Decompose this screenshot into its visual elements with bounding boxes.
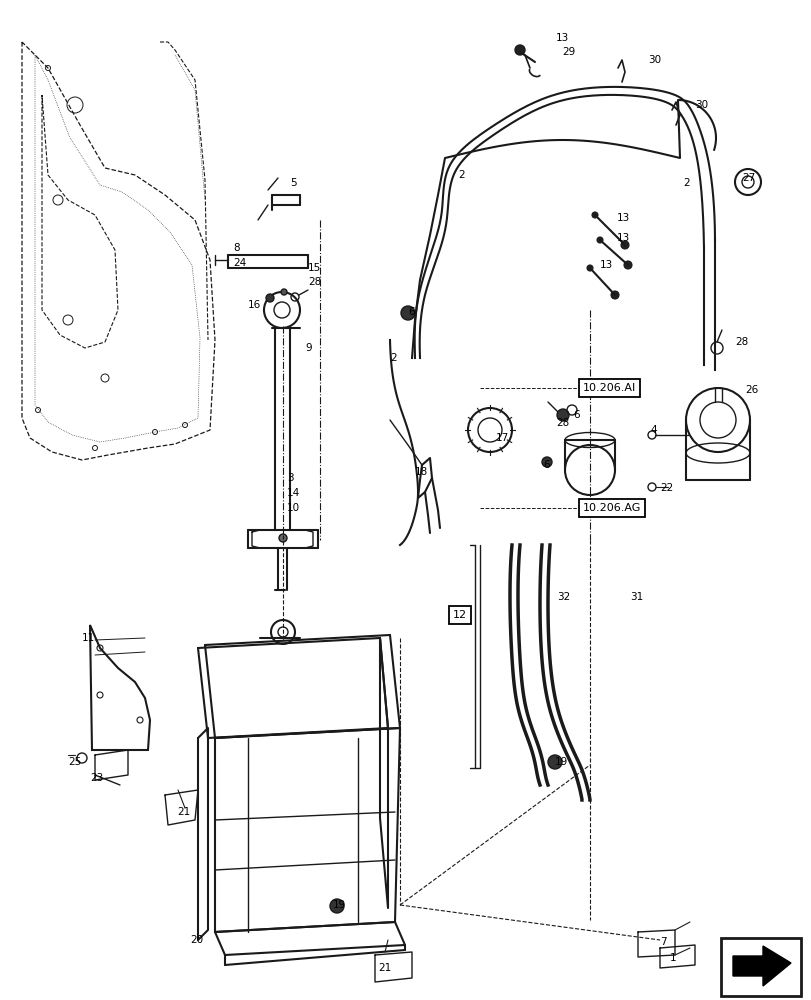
Text: 3: 3 <box>286 473 294 483</box>
Text: 9: 9 <box>305 343 311 353</box>
Circle shape <box>586 265 592 271</box>
Circle shape <box>36 408 41 412</box>
Circle shape <box>541 457 551 467</box>
Text: 2: 2 <box>389 353 396 363</box>
Circle shape <box>596 237 603 243</box>
Text: 18: 18 <box>414 467 427 477</box>
Text: 12: 12 <box>453 610 466 620</box>
Text: 31: 31 <box>629 592 642 602</box>
Text: 11: 11 <box>82 633 95 643</box>
Text: 27: 27 <box>741 173 754 183</box>
Text: 4: 4 <box>649 425 656 435</box>
Text: 24: 24 <box>233 258 246 268</box>
Text: 7: 7 <box>659 937 666 947</box>
Text: 13: 13 <box>556 33 569 43</box>
Circle shape <box>547 755 561 769</box>
Text: 5: 5 <box>290 178 296 188</box>
Text: 6: 6 <box>543 460 549 470</box>
Text: 17: 17 <box>496 433 508 443</box>
Text: 8: 8 <box>233 243 239 253</box>
Text: 20: 20 <box>190 935 203 945</box>
Circle shape <box>514 45 525 55</box>
Text: 16: 16 <box>247 300 261 310</box>
Text: 28: 28 <box>734 337 747 347</box>
Circle shape <box>591 212 597 218</box>
Text: 30: 30 <box>647 55 660 65</box>
Text: 2: 2 <box>682 178 689 188</box>
Circle shape <box>329 899 344 913</box>
Circle shape <box>623 261 631 269</box>
Text: 2: 2 <box>457 170 464 180</box>
Text: 10: 10 <box>286 503 300 513</box>
Text: 6: 6 <box>573 410 579 420</box>
Circle shape <box>279 534 286 542</box>
Text: 19: 19 <box>554 757 568 767</box>
Text: 21: 21 <box>177 807 190 817</box>
Text: 22: 22 <box>659 483 672 493</box>
Text: 19: 19 <box>333 900 345 910</box>
Text: 13: 13 <box>616 233 629 243</box>
Circle shape <box>45 66 50 71</box>
Circle shape <box>556 409 569 421</box>
Text: 26: 26 <box>744 385 757 395</box>
Text: 13: 13 <box>599 260 612 270</box>
Text: 13: 13 <box>616 213 629 223</box>
Text: 14: 14 <box>286 488 300 498</box>
Circle shape <box>92 446 97 450</box>
Text: 6: 6 <box>407 307 414 317</box>
Text: 32: 32 <box>556 592 569 602</box>
Text: 28: 28 <box>307 277 321 287</box>
Circle shape <box>401 306 414 320</box>
Text: 21: 21 <box>378 963 391 973</box>
Circle shape <box>610 291 618 299</box>
Text: 10.206.AG: 10.206.AG <box>582 503 641 513</box>
Text: 30: 30 <box>694 100 707 110</box>
Text: 25: 25 <box>68 757 81 767</box>
Circle shape <box>182 422 187 428</box>
Bar <box>720 938 800 996</box>
Text: 28: 28 <box>556 418 569 428</box>
Text: 29: 29 <box>561 47 574 57</box>
Text: 15: 15 <box>307 263 321 273</box>
Circle shape <box>266 294 273 302</box>
Circle shape <box>281 289 286 295</box>
Circle shape <box>152 430 157 434</box>
Text: 10.206.AI: 10.206.AI <box>582 383 636 393</box>
Text: 1: 1 <box>669 953 676 963</box>
Circle shape <box>620 241 629 249</box>
Text: 23: 23 <box>90 773 103 783</box>
Polygon shape <box>732 946 790 986</box>
